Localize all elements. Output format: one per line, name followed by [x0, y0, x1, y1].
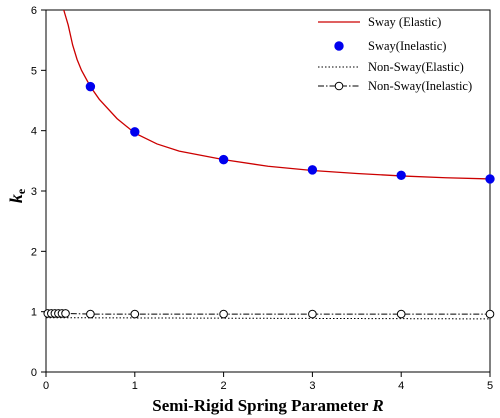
- nonsway-inelastic-point: [61, 309, 70, 318]
- legend-sway-inelastic-swatch: [334, 41, 344, 51]
- x-tick-label: 2: [221, 380, 227, 392]
- y-tick-label: 5: [31, 65, 37, 77]
- series-sway-elastic-line: [63, 9, 491, 180]
- y-tick-label: 4: [31, 126, 37, 138]
- legend: Sway (Elastic) Sway(Inelastic) Non-Sway(El…: [318, 15, 472, 93]
- sway-inelastic-point: [485, 174, 495, 184]
- y-tick-label: 0: [31, 367, 37, 379]
- x-tick-label: 1: [132, 380, 138, 392]
- sway-inelastic-point: [396, 170, 406, 181]
- legend-label: Sway (Elastic): [368, 15, 441, 29]
- x-axis-title-variable: R: [371, 396, 383, 415]
- sway-inelastic-point: [85, 81, 96, 92]
- nonsway-inelastic-point: [396, 309, 406, 319]
- nonsway-inelastic-point: [308, 309, 317, 319]
- legend-label: Non-Sway(Elastic): [368, 60, 464, 74]
- nonsway-inelastic-point: [485, 309, 495, 319]
- y-axis-title-subscript: e: [14, 188, 28, 194]
- y-axis: 0 1 2 3 4 5 6: [31, 5, 46, 379]
- sway-inelastic-point: [307, 165, 318, 175]
- x-tick-label: 0: [43, 380, 49, 392]
- y-tick-label: 6: [31, 5, 37, 17]
- y-axis-title-symbol: k: [6, 194, 26, 203]
- y-tick-label: 3: [31, 186, 37, 198]
- series-nonsway-elastic-line: [45, 317, 491, 320]
- sway-inelastic-point: [130, 127, 140, 137]
- legend-label: Sway(Inelastic): [368, 39, 446, 53]
- nonsway-inelastic-point: [86, 309, 95, 319]
- plot-area: [45, 9, 491, 373]
- x-tick-label: 5: [487, 380, 493, 392]
- legend-label: Non-Sway(Inelastic): [368, 79, 472, 93]
- x-axis-title-text: Semi-Rigid Spring Parameter: [152, 396, 372, 415]
- series-layer: [43, 9, 495, 320]
- nonsway-inelastic-point: [130, 309, 140, 319]
- y-tick-label: 2: [31, 246, 37, 258]
- sway-inelastic-point: [218, 154, 229, 165]
- legend-nonsway-inelastic-marker: [334, 81, 344, 91]
- nonsway-inelastic-point: [219, 309, 228, 319]
- x-tick-label: 3: [309, 380, 315, 392]
- x-axis-title: Semi-Rigid Spring Parameter R: [152, 396, 384, 415]
- y-axis-title: ke: [6, 188, 28, 203]
- x-tick-label: 4: [398, 380, 404, 392]
- series-nonsway-inelastic-line: [47, 312, 490, 315]
- x-axis: 0 1 2 3 4 5: [43, 372, 493, 392]
- y-tick-label: 1: [31, 307, 37, 319]
